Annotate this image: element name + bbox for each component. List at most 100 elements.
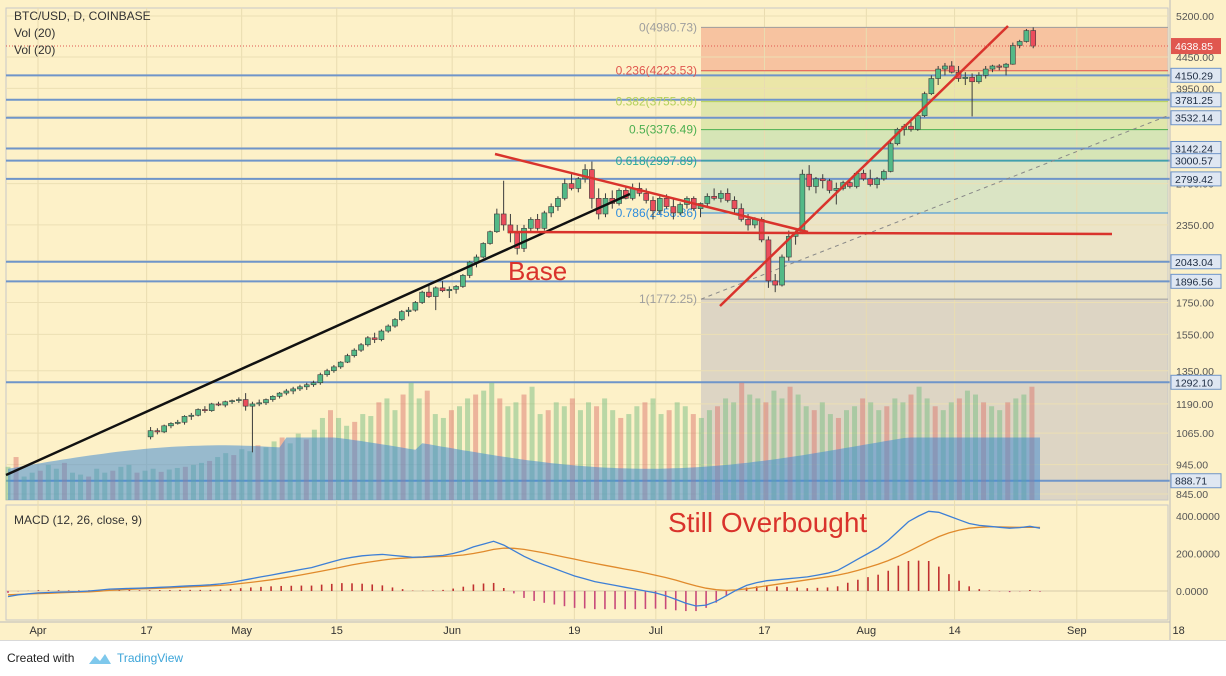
candle-body xyxy=(215,403,222,406)
red-downtrend-line xyxy=(494,152,809,234)
candle-body xyxy=(860,172,867,180)
support-tag-label: 1896.56 xyxy=(1175,276,1213,288)
volume-bar xyxy=(666,410,672,500)
volume-bar xyxy=(698,417,704,500)
time-axis-label: Sep xyxy=(1067,625,1087,637)
candle-body xyxy=(331,366,337,372)
candle-body xyxy=(677,204,683,214)
volume-bar xyxy=(618,417,624,500)
fib-zone xyxy=(701,160,1168,214)
volume-bar xyxy=(553,402,559,500)
candle-body xyxy=(392,319,398,327)
candle-body xyxy=(249,403,256,407)
candle-body xyxy=(568,183,575,189)
candle-body xyxy=(663,198,670,207)
candle-body xyxy=(405,309,412,312)
candle-body xyxy=(908,125,914,130)
candle-body xyxy=(1023,30,1030,42)
volume-bars xyxy=(5,382,1040,500)
candle-body xyxy=(541,212,548,229)
support-tag-label: 2799.42 xyxy=(1175,174,1213,186)
candle-body xyxy=(521,228,527,249)
chart-background xyxy=(0,0,1226,640)
symbol-title: BTC/USD, D, COINBASE xyxy=(14,9,151,23)
volume-bar xyxy=(473,394,479,500)
volume-bar xyxy=(755,398,761,500)
candle-body xyxy=(724,193,731,201)
macd-line xyxy=(7,510,1041,607)
candle-body xyxy=(365,337,371,346)
macd-title: MACD (12, 26, close, 9) xyxy=(14,513,142,527)
volume-bar xyxy=(594,406,600,500)
time-axis-label: 15 xyxy=(331,625,343,637)
time-axis-label: May xyxy=(231,625,252,637)
volume-bar xyxy=(706,410,712,500)
candle-body xyxy=(229,400,235,403)
candle-body xyxy=(276,392,283,397)
candle-body xyxy=(419,291,425,303)
fib-level-label: 0.786(2458.86) xyxy=(616,206,697,220)
candle-body xyxy=(548,206,554,214)
candle-body xyxy=(154,430,161,433)
candle-body xyxy=(1010,45,1016,65)
candle-body xyxy=(718,193,724,199)
tradingview-logo-icon xyxy=(89,654,111,664)
candle-body xyxy=(494,213,500,233)
time-axis-label: Jul xyxy=(649,625,663,637)
candle-body xyxy=(385,325,392,332)
candle-body xyxy=(344,355,351,363)
volume-bar xyxy=(642,402,648,500)
candle-body xyxy=(969,76,975,83)
footer: Created with TradingView xyxy=(0,640,1226,676)
candle-body xyxy=(589,169,595,199)
candle-body xyxy=(222,401,229,406)
price-axis-label: 945.00 xyxy=(1176,460,1208,472)
price-axis-label: 5200.00 xyxy=(1176,11,1214,23)
candle-body xyxy=(731,200,738,209)
support-tag xyxy=(1170,153,1222,169)
candle-body xyxy=(466,261,473,276)
candle-body xyxy=(242,399,249,407)
candle-body xyxy=(351,349,358,356)
red-steep-uptrend-line xyxy=(719,25,1009,307)
support-tag xyxy=(1170,92,1222,108)
time-axis-label: Jun xyxy=(443,625,461,637)
volume-bar xyxy=(690,414,696,500)
candle-body xyxy=(996,65,1003,68)
candle-body xyxy=(670,206,677,214)
fib-level-label: 0.618(2997.89) xyxy=(616,154,697,168)
volume-bar xyxy=(747,394,753,500)
candle-body xyxy=(426,291,432,297)
candle-body xyxy=(826,180,833,191)
chart-canvas[interactable]: 0(4980.73) 0.236(4223.53) 0.382(3755.09) 0.… xyxy=(0,0,1226,640)
fib-zone xyxy=(701,101,1168,130)
volume-bar xyxy=(634,406,640,500)
candle-body xyxy=(1030,30,1037,47)
candle-body xyxy=(813,178,819,187)
fib-labels: 0(4980.73) 0.236(4223.53) 0.382(3755.09) 0.… xyxy=(616,20,1169,306)
candle-body xyxy=(704,196,711,204)
volume-bar xyxy=(577,410,583,500)
volume-bar xyxy=(489,382,495,500)
volume-bar xyxy=(658,414,664,500)
candle-body xyxy=(779,256,785,286)
fib-zone xyxy=(701,213,1168,300)
candle-body xyxy=(202,409,208,411)
support-tag xyxy=(1170,110,1222,126)
support-tag xyxy=(1170,473,1222,489)
volume-bar xyxy=(626,414,632,500)
candle-body xyxy=(317,374,324,384)
fib-zone xyxy=(701,129,1168,161)
time-axis-label: 18 xyxy=(1173,625,1185,637)
candle-body xyxy=(935,68,941,79)
candle-body xyxy=(378,330,385,340)
volume-bar xyxy=(731,402,737,500)
candle-body xyxy=(914,115,921,130)
tradingview-link[interactable]: TradingView xyxy=(117,651,184,665)
candle-body xyxy=(527,219,534,229)
price-axis-label: 1550.00 xyxy=(1176,329,1214,341)
candle-body xyxy=(480,243,487,258)
candle-body xyxy=(303,384,310,388)
support-tag-label: 3532.14 xyxy=(1175,113,1213,125)
